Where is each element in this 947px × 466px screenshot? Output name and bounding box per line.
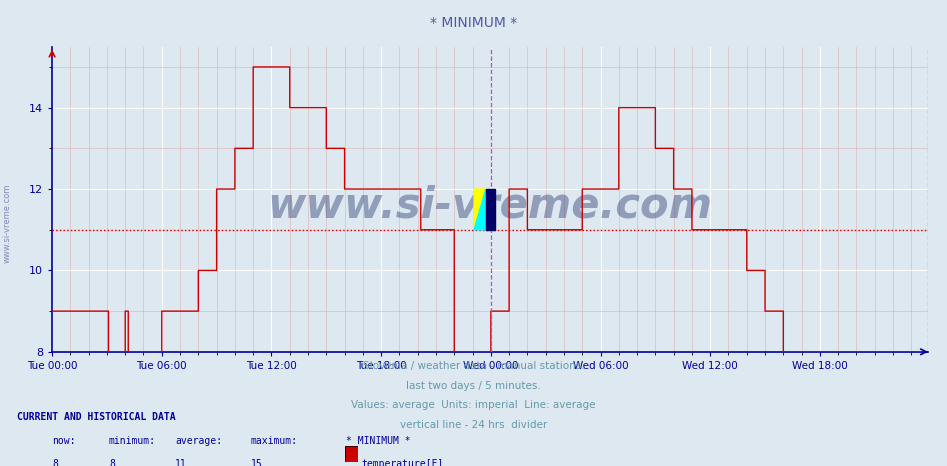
Polygon shape: [474, 189, 486, 230]
Text: * MINIMUM *: * MINIMUM *: [346, 436, 410, 445]
Text: * MINIMUM *: * MINIMUM *: [430, 16, 517, 30]
Polygon shape: [486, 189, 495, 230]
Text: 15: 15: [251, 459, 262, 466]
Text: 8: 8: [109, 459, 115, 466]
Text: last two days / 5 minutes.: last two days / 5 minutes.: [406, 381, 541, 391]
Text: minimum:: minimum:: [109, 436, 156, 445]
Text: CURRENT AND HISTORICAL DATA: CURRENT AND HISTORICAL DATA: [17, 412, 176, 422]
Text: vertical line - 24 hrs  divider: vertical line - 24 hrs divider: [400, 420, 547, 430]
Text: www.si-vreme.com: www.si-vreme.com: [3, 184, 12, 263]
Text: average:: average:: [175, 436, 223, 445]
Text: 8: 8: [52, 459, 58, 466]
Text: maximum:: maximum:: [251, 436, 298, 445]
Text: now:: now:: [52, 436, 76, 445]
Polygon shape: [474, 189, 486, 230]
Text: 11: 11: [175, 459, 187, 466]
Text: Values: average  Units: imperial  Line: average: Values: average Units: imperial Line: av…: [351, 400, 596, 410]
Text: www.si-vreme.com: www.si-vreme.com: [268, 185, 712, 226]
Text: Slovenia / weather data - manual stations.: Slovenia / weather data - manual station…: [363, 361, 584, 371]
Text: temperature[F]: temperature[F]: [362, 459, 444, 466]
